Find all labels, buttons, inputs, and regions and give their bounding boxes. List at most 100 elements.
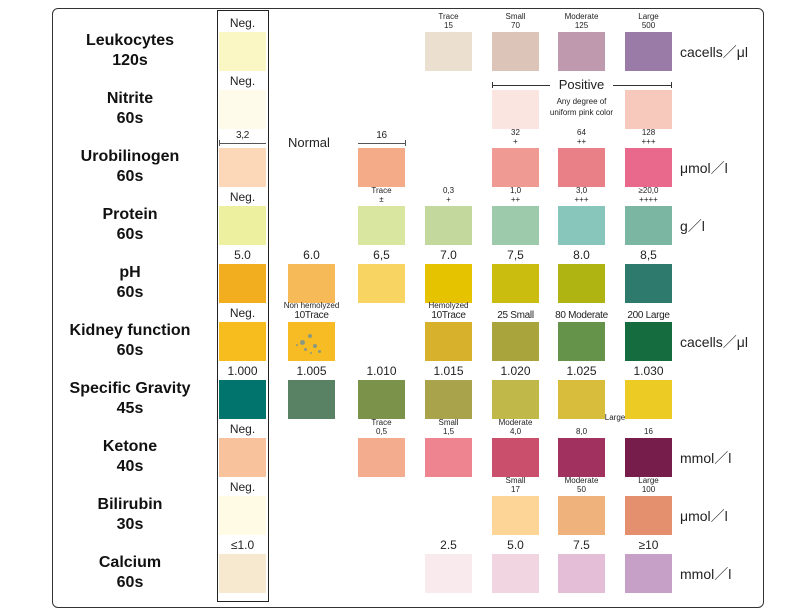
ketone-swatch	[558, 438, 605, 477]
urobilinogen-time: 60s	[116, 168, 144, 185]
calcium-swatch	[492, 554, 539, 593]
urobilinogen-swatch	[492, 148, 539, 187]
bilirubin-swatch-top-label: Large	[638, 476, 659, 485]
positive-label: Positive	[550, 77, 613, 92]
protein-swatch-label: +	[446, 195, 451, 204]
leukocytes-swatch	[425, 32, 472, 71]
urobilinogen-swatch-label: +	[513, 137, 518, 146]
speckle-dot	[296, 344, 298, 346]
protein-swatch-label: +++	[574, 195, 589, 204]
specific-gravity-swatch-label: 1.025	[566, 364, 597, 378]
protein-swatch	[425, 206, 472, 245]
protein-swatch	[625, 206, 672, 245]
specific-gravity-swatch	[358, 380, 405, 419]
bilirubin-swatch	[492, 496, 539, 535]
protein-swatch-top-label: ≥20,0	[638, 186, 659, 195]
nitrite-name: Nitrite	[106, 90, 154, 107]
leukocytes-swatch-label: 15	[444, 21, 453, 30]
calcium-name: Calcium	[98, 554, 162, 571]
kidney-function-swatch-label: 25 Small	[497, 310, 534, 321]
ketone-extra-label: Large	[604, 413, 626, 422]
specific-gravity-swatch	[425, 380, 472, 419]
protein-swatch-label: ++	[510, 195, 521, 204]
ph-swatch-label: 7.0	[440, 248, 457, 262]
urobilinogen-swatch-top-label: 32	[511, 128, 520, 137]
kidney-function-swatch	[288, 322, 335, 361]
ketone-swatch-label: Neg.	[229, 422, 256, 436]
calcium-swatch-label: 7.5	[573, 538, 590, 552]
ketone-swatch-label: 8,0	[575, 427, 588, 436]
kidney-function-swatch	[425, 322, 472, 361]
ph-swatch-label: 5.0	[234, 248, 251, 262]
ketone-swatch-top-label: Trace	[371, 418, 392, 427]
ketone-name: Ketone	[102, 438, 158, 455]
protein-swatch	[558, 206, 605, 245]
urobilinogen-unit: μmol／l	[680, 160, 728, 176]
ph-swatch-label: 8,5	[640, 248, 657, 262]
ketone-unit: mmol／l	[680, 450, 732, 466]
ketone-time: 40s	[116, 458, 144, 475]
kidney-function-swatch	[625, 322, 672, 361]
ketone-swatch-label: 4,0	[509, 427, 522, 436]
calcium-swatch	[219, 554, 266, 593]
kidney-function-swatch-label: 10Trace	[431, 310, 466, 321]
urobilinogen-swatch-label: +++	[641, 137, 656, 146]
ph-swatch-label: 7,5	[507, 248, 524, 262]
calcium-time: 60s	[116, 574, 144, 591]
specific-gravity-swatch-label: 1.000	[227, 364, 258, 378]
leukocytes-swatch	[625, 32, 672, 71]
kidney-function-swatch-top-label: Hemolyzed	[428, 301, 469, 310]
bilirubin-swatch	[625, 496, 672, 535]
ketone-swatch	[625, 438, 672, 477]
specific-gravity-swatch-label: 1.010	[366, 364, 397, 378]
leukocytes-swatch-label: Neg.	[229, 16, 256, 30]
leukocytes-swatch-label: 125	[574, 21, 589, 30]
specific-gravity-swatch-label: 1.015	[433, 364, 464, 378]
ph-swatch	[288, 264, 335, 303]
normal-range-line-right	[358, 143, 405, 144]
specific-gravity-time: 45s	[116, 400, 144, 417]
urobilinogen-swatch	[358, 148, 405, 187]
normal-range-line-left	[219, 143, 266, 144]
nitrite-swatch	[219, 90, 266, 129]
urobilinogen-swatch-top-label: 64	[577, 128, 586, 137]
positive-bracket-left-tick	[492, 82, 493, 88]
specific-gravity-swatch	[625, 380, 672, 419]
bilirubin-swatch-label: 50	[577, 485, 586, 494]
bilirubin-swatch-label: Neg.	[229, 480, 256, 494]
ph-swatch-label: 6,5	[373, 248, 390, 262]
leukocytes-unit: cacells／μl	[680, 44, 748, 60]
protein-time: 60s	[116, 226, 144, 243]
protein-name: Protein	[102, 206, 158, 223]
protein-swatch-top-label: 1,0	[509, 186, 522, 195]
calcium-swatch	[425, 554, 472, 593]
normal-range-tick	[219, 140, 220, 146]
kidney-function-swatch	[219, 322, 266, 361]
bilirubin-swatch	[219, 496, 266, 535]
speckle-dot	[308, 334, 312, 338]
kidney-function-name: Kidney function	[69, 322, 191, 339]
ph-swatch-label: 8.0	[573, 248, 590, 262]
kidney-function-swatch-label: 80 Moderate	[555, 310, 608, 321]
leukocytes-swatch-top-label: Moderate	[564, 12, 599, 21]
specific-gravity-swatch-label: 1.005	[296, 364, 327, 378]
kidney-function-time: 60s	[116, 342, 144, 359]
bilirubin-swatch	[558, 496, 605, 535]
protein-swatch	[492, 206, 539, 245]
leukocytes-swatch-top-label: Large	[638, 12, 659, 21]
specific-gravity-swatch-label: 1.020	[500, 364, 531, 378]
nitrite-swatch	[625, 90, 672, 129]
bilirubin-swatch-label: 100	[641, 485, 656, 494]
protein-swatch-top-label: 0,3	[442, 186, 455, 195]
urobilinogen-swatch	[625, 148, 672, 187]
bilirubin-swatch-top-label: Small	[505, 476, 526, 485]
urobilinogen-swatch-top-label: 128	[641, 128, 656, 137]
protein-swatch-label: ++++	[639, 195, 658, 204]
calcium-swatch-label: ≤1.0	[230, 538, 255, 552]
bilirubin-name: Bilirubin	[97, 496, 163, 513]
ph-swatch-label: 6.0	[303, 248, 320, 262]
ph-time: 60s	[116, 284, 144, 301]
nitrite-swatch-label: Neg.	[229, 74, 256, 88]
urobilinogen-swatch-label: 3,2	[235, 130, 249, 141]
kidney-function-swatch-label: 200 Large	[627, 310, 670, 321]
